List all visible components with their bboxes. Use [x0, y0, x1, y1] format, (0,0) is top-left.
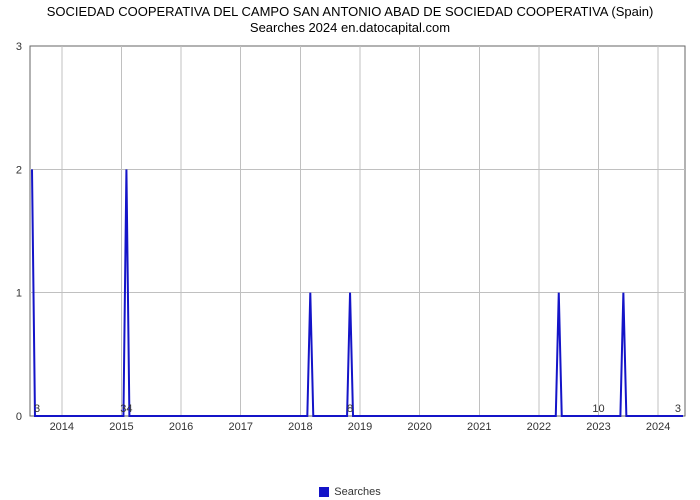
y-tick-label: 1 — [16, 288, 22, 300]
x-tick-label: 2022 — [527, 421, 551, 433]
y-tick-label: 2 — [16, 164, 22, 176]
x-tick-label: 2017 — [228, 421, 252, 433]
series-data-label: 3 — [34, 403, 40, 415]
chart-plot: 0 1 2 3 2014 2015 2016 2017 2018 2019 2020 2021 2022… — [0, 38, 700, 458]
chart-title-line1: SOCIEDAD COOPERATIVA DEL CAMPO SAN ANTON… — [0, 4, 700, 20]
x-tick-label: 2019 — [348, 421, 372, 433]
chart-title: SOCIEDAD COOPERATIVA DEL CAMPO SAN ANTON… — [0, 0, 700, 37]
x-tick-label: 2014 — [50, 421, 74, 433]
x-tick-label: 2020 — [407, 421, 431, 433]
series-data-label: 8 — [347, 403, 353, 415]
x-tick-label: 2016 — [169, 421, 193, 433]
legend-label: Searches — [334, 486, 380, 498]
x-tick-label: 2021 — [467, 421, 491, 433]
series-data-label: 34 — [120, 403, 132, 415]
y-tick-label: 0 — [16, 411, 22, 423]
chart-title-line2: Searches 2024 en.datocapital.com — [0, 20, 700, 36]
chart-container: { "chart": { "type": "line", "title_line… — [0, 0, 700, 500]
legend-swatch — [319, 487, 329, 497]
chart-legend: Searches — [0, 486, 700, 498]
series-data-label: 3 — [675, 403, 681, 415]
x-tick-label: 2023 — [586, 421, 610, 433]
series-data-label: 10 — [592, 403, 604, 415]
y-tick-label: 3 — [16, 41, 22, 53]
x-tick-label: 2015 — [109, 421, 133, 433]
x-tick-label: 2024 — [646, 421, 670, 433]
x-tick-label: 2018 — [288, 421, 312, 433]
